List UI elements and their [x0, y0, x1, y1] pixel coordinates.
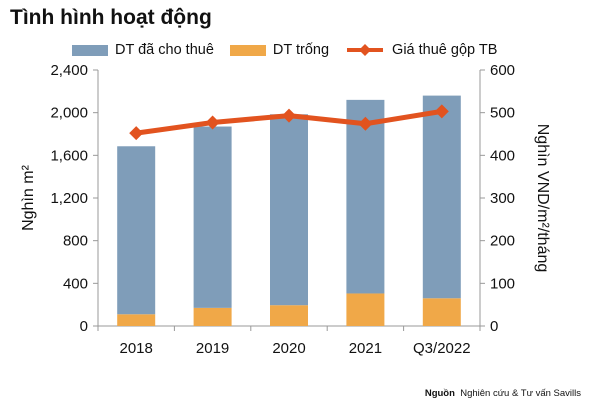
y-tick-label: 800 — [63, 233, 88, 250]
source-note: Nguồn Nghiên cứu & Tư vấn Savills — [425, 388, 581, 399]
y2-tick-label: 100 — [490, 275, 515, 292]
legend-item-leased: DT đã cho thuê — [72, 42, 214, 58]
bar-vacant — [193, 307, 232, 326]
legend-item-vacant: DT trống — [229, 42, 330, 58]
y-tick-label: 1,600 — [50, 147, 88, 164]
source-label: Nguồn — [424, 388, 455, 399]
y-tick-label: 1,200 — [50, 190, 88, 207]
chart-title: Tình hình hoạt động — [10, 6, 212, 29]
rent-marker — [434, 104, 449, 119]
bar-leased — [270, 114, 308, 306]
rent-marker — [282, 108, 296, 123]
y2-tick-label: 400 — [490, 147, 515, 164]
y-axis-label: Nghìn m² — [20, 164, 37, 230]
bar-vacant — [270, 305, 308, 326]
x-tick-label: 2018 — [120, 340, 153, 357]
legend-swatch-rent — [347, 44, 384, 56]
rent-marker — [205, 115, 220, 130]
y2-axis-label: Nghìn VND/m²/tháng — [534, 124, 551, 273]
legend-item-rent: Giá thuê gộp TB — [345, 42, 497, 58]
legend: DT đã cho thuê DT trống Giá thuê gộp TB — [72, 41, 513, 59]
bar-leased — [346, 99, 385, 294]
legend-swatch-leased — [72, 44, 108, 56]
bar-leased — [422, 95, 461, 299]
y2-tick-label: 200 — [490, 233, 515, 250]
y-tick-label: 400 — [63, 275, 88, 292]
bar-leased — [117, 146, 156, 315]
rent-marker — [358, 116, 373, 131]
bar-vacant — [117, 314, 156, 326]
x-tick-label: Q3/2022 — [413, 340, 471, 357]
y-tick-label: 2,400 — [50, 62, 88, 79]
legend-label-vacant: DT trống — [272, 42, 330, 58]
y2-tick-label: 0 — [490, 318, 498, 335]
legend-swatch-vacant — [229, 44, 266, 56]
rent-marker — [129, 126, 144, 141]
y2-tick-label: 500 — [490, 105, 515, 122]
x-tick-label: 2021 — [349, 340, 382, 357]
bar-vacant — [346, 293, 385, 326]
x-tick-label: 2020 — [272, 340, 305, 357]
legend-label-rent: Giá thuê gộp TB — [392, 42, 498, 58]
y-tick-label: 0 — [80, 318, 88, 335]
legend-label-leased: DT đã cho thuê — [115, 42, 214, 58]
y2-tick-label: 600 — [490, 62, 515, 79]
y2-tick-label: 300 — [490, 190, 515, 207]
x-tick-label: 2019 — [196, 340, 229, 357]
bar-vacant — [422, 298, 461, 326]
bar-leased — [193, 126, 232, 308]
source-text: Nghiên cứu & Tư vấn Savills — [460, 388, 581, 399]
y-tick-label: 2,000 — [50, 105, 88, 122]
